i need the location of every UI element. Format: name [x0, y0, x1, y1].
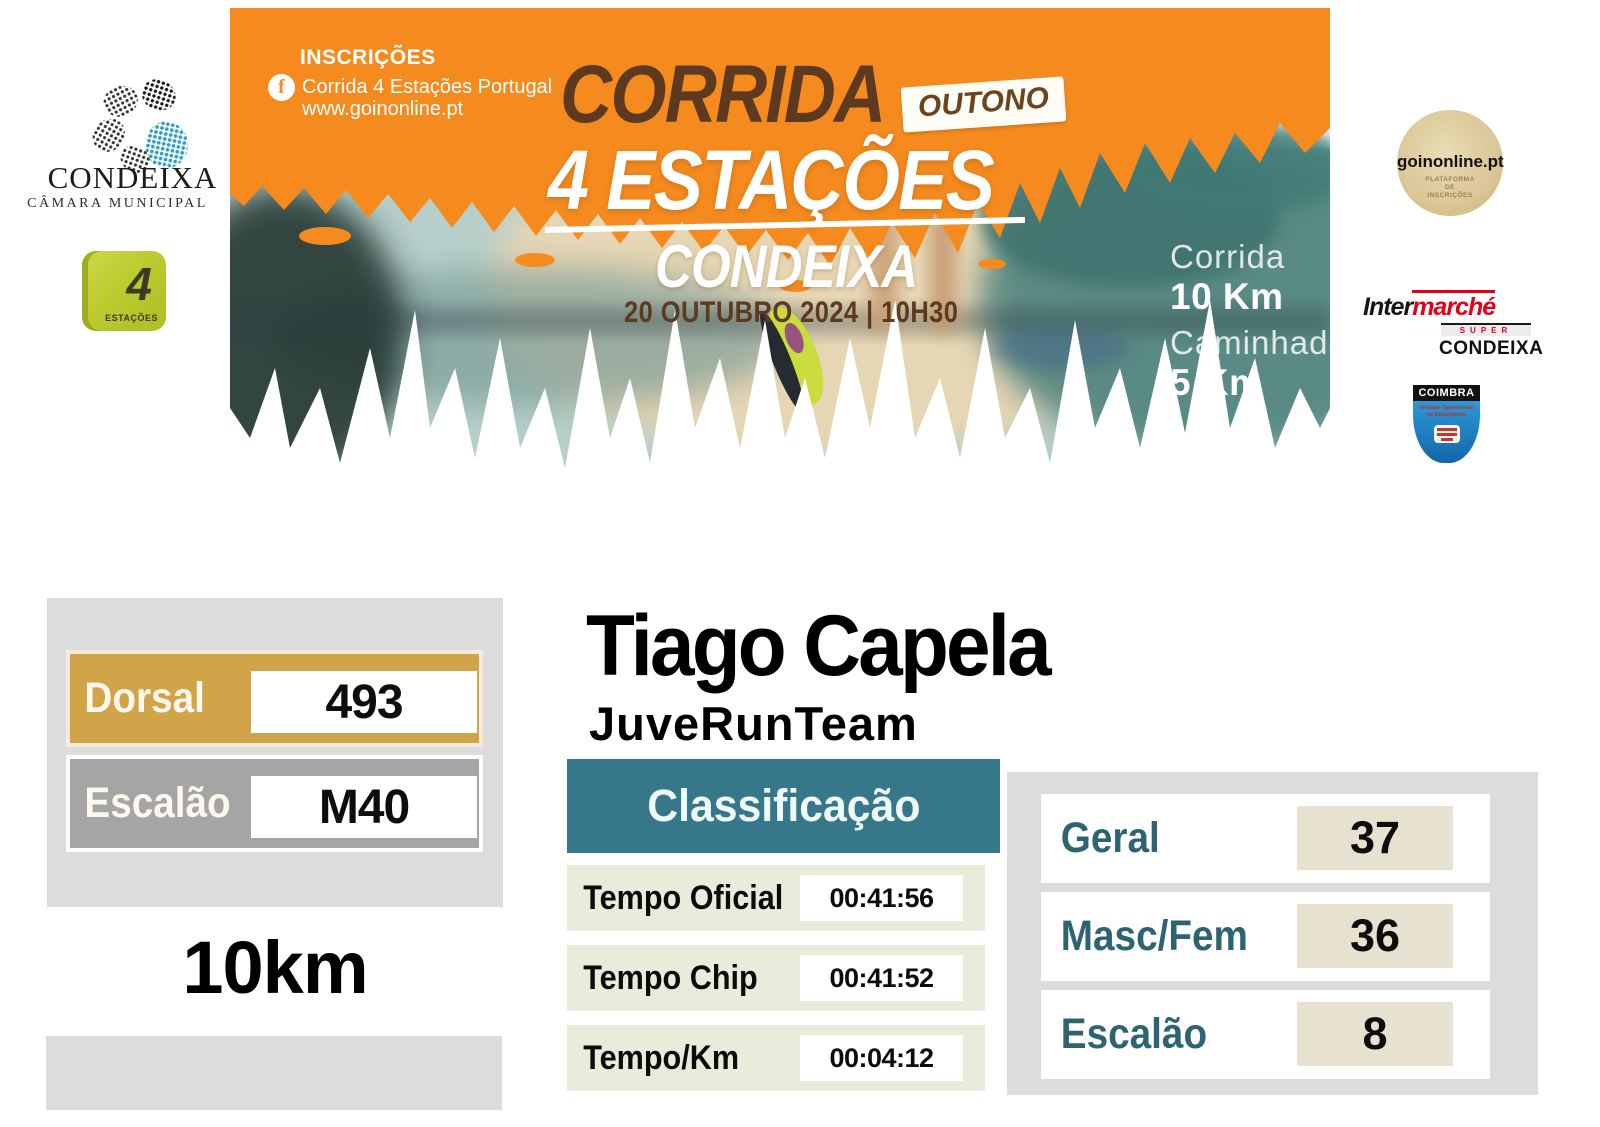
bib-panel-background	[47, 598, 503, 907]
condeixa-logo-name: CONDEIXA	[47, 160, 218, 195]
race-distance: 10km	[182, 926, 368, 1009]
intermarche-wordmark: Intermarché	[1363, 290, 1535, 322]
coimbra-badge-line1: Unidade Operacional	[1418, 405, 1474, 411]
facebook-page-name: Corrida 4 Estações Portugal	[302, 76, 553, 98]
tempo-oficial-value-box: 00:41:56	[800, 875, 963, 921]
classification-row-tempo-oficial: Tempo Oficial 00:41:56	[567, 865, 985, 931]
event-run-distance: 10 Km	[1170, 276, 1284, 317]
category-value: M40	[318, 780, 410, 834]
escalao-rank-label: Escalão	[1060, 1010, 1208, 1058]
banner-artwork	[230, 8, 1330, 500]
classification-header-label: Classificação	[646, 780, 921, 831]
geral-value: 37	[1349, 812, 1401, 863]
bottom-gray-bar	[46, 1036, 502, 1110]
goinonline-sub-line: PLATAFORMA	[1425, 176, 1475, 183]
tempo-km-value-box: 00:04:12	[800, 1035, 963, 1081]
goinonline-sub-line: INSCRIÇÕES	[1427, 192, 1473, 199]
season-badge-label: OUTONO	[916, 81, 1050, 124]
category-value-box: M40	[251, 776, 477, 838]
dorsal-row: Dorsal 493	[66, 650, 483, 747]
tempo-km-value: 00:04:12	[829, 1042, 934, 1073]
ranking-row-geral: Geral 37	[1041, 794, 1490, 883]
event-walk-label: Caminhada	[1170, 324, 1330, 361]
coimbra-badge-title: COIMBRA	[1413, 385, 1480, 401]
tempo-oficial-label: Tempo Oficial	[583, 878, 784, 917]
coimbra-badge-line2: de Emergência	[1426, 412, 1467, 418]
masc-fem-value: 36	[1349, 910, 1401, 961]
goinonline-logo-name: goinonline.pt	[1397, 152, 1504, 171]
quatro-estacoes-number: 4	[126, 258, 152, 310]
event-distances: Corrida 10 Km Caminhada 5 Km	[1170, 238, 1330, 410]
tempo-km-label: Tempo/Km	[583, 1038, 740, 1077]
running-shoe-illustration	[760, 307, 824, 412]
goinonline-logo-subtitle: PLATAFORMA DE INSCRIÇÕES	[1397, 176, 1503, 200]
intermarche-super-bar: SUPER	[1441, 323, 1531, 336]
event-banner: INSCRIÇÕES f Corrida 4 Estações Portugal…	[230, 8, 1330, 500]
category-row: Escalão M40	[66, 755, 483, 852]
tempo-chip-label: Tempo Chip	[583, 958, 758, 997]
condeixa-logo-subtitle: CÂMARA MUNICIPAL	[27, 196, 208, 211]
athlete-name: Tiago Capela	[586, 598, 1052, 694]
condeixa-logo-petal	[138, 75, 180, 115]
facebook-icon: f	[268, 74, 295, 101]
intermarche-logo: Intermarché SUPER CONDEIXA	[1363, 290, 1544, 360]
goinonline-logo: goinonline.pt PLATAFORMA DE INSCRIÇÕES	[1397, 110, 1504, 216]
coimbra-badge: COIMBRA Unidade Operacional de Emergênci…	[1413, 385, 1480, 463]
category-label: Escalão	[84, 779, 231, 827]
masc-fem-label: Masc/Fem	[1060, 912, 1248, 960]
classification-header: Classificação	[567, 759, 1000, 853]
coimbra-badge-shield: Unidade Operacional de Emergência	[1413, 401, 1480, 463]
tempo-oficial-value: 00:41:56	[829, 882, 934, 913]
intermarche-part1: Inter	[1363, 293, 1413, 321]
dorsal-value-box: 493	[251, 671, 477, 733]
event-location: CONDEIXA	[655, 233, 918, 300]
event-datetime: 20 OUTUBRO 2024 | 10H30	[624, 296, 959, 329]
tempo-chip-value: 00:41:52	[829, 962, 934, 993]
event-title-line1: CORRIDA	[560, 49, 886, 140]
quatro-estacoes-logo: 4 ESTAÇÕES	[82, 251, 166, 331]
masc-fem-value-box: 36	[1297, 904, 1453, 968]
classification-row-tempo-km: Tempo/Km 00:04:12	[567, 1025, 985, 1091]
classification-row-tempo-chip: Tempo Chip 00:41:52	[567, 945, 985, 1011]
geral-label: Geral	[1060, 814, 1160, 862]
inscriptions-website: www.goinonline.pt	[302, 98, 464, 120]
escalao-rank-value: 8	[1362, 1008, 1388, 1059]
ranking-row-escalao: Escalão 8	[1041, 990, 1490, 1079]
tempo-chip-value-box: 00:41:52	[800, 955, 963, 1001]
intermarche-part2: marché	[1412, 290, 1496, 321]
event-walk-distance: 5 Km	[1170, 362, 1263, 403]
goinonline-sub-line: DE	[1444, 184, 1456, 191]
event-run-label: Corrida	[1170, 238, 1286, 275]
athlete-team: JuveRunTeam	[589, 697, 918, 750]
coimbra-badge-emblem	[1433, 425, 1460, 443]
ranking-row-masc-fem: Masc/Fem 36	[1041, 892, 1490, 981]
dorsal-number: 493	[325, 675, 403, 729]
inscriptions-title: INSCRIÇÕES	[300, 46, 436, 69]
geral-value-box: 37	[1297, 806, 1453, 870]
condeixa-logo-petal	[98, 79, 144, 123]
event-title-line2: 4 ESTAÇÕES	[548, 133, 995, 227]
escalao-rank-value-box: 8	[1297, 1002, 1453, 1066]
quatro-estacoes-label: ESTAÇÕES	[105, 313, 158, 323]
dorsal-label: Dorsal	[84, 674, 205, 722]
intermarche-city: CONDEIXA	[1439, 338, 1544, 359]
